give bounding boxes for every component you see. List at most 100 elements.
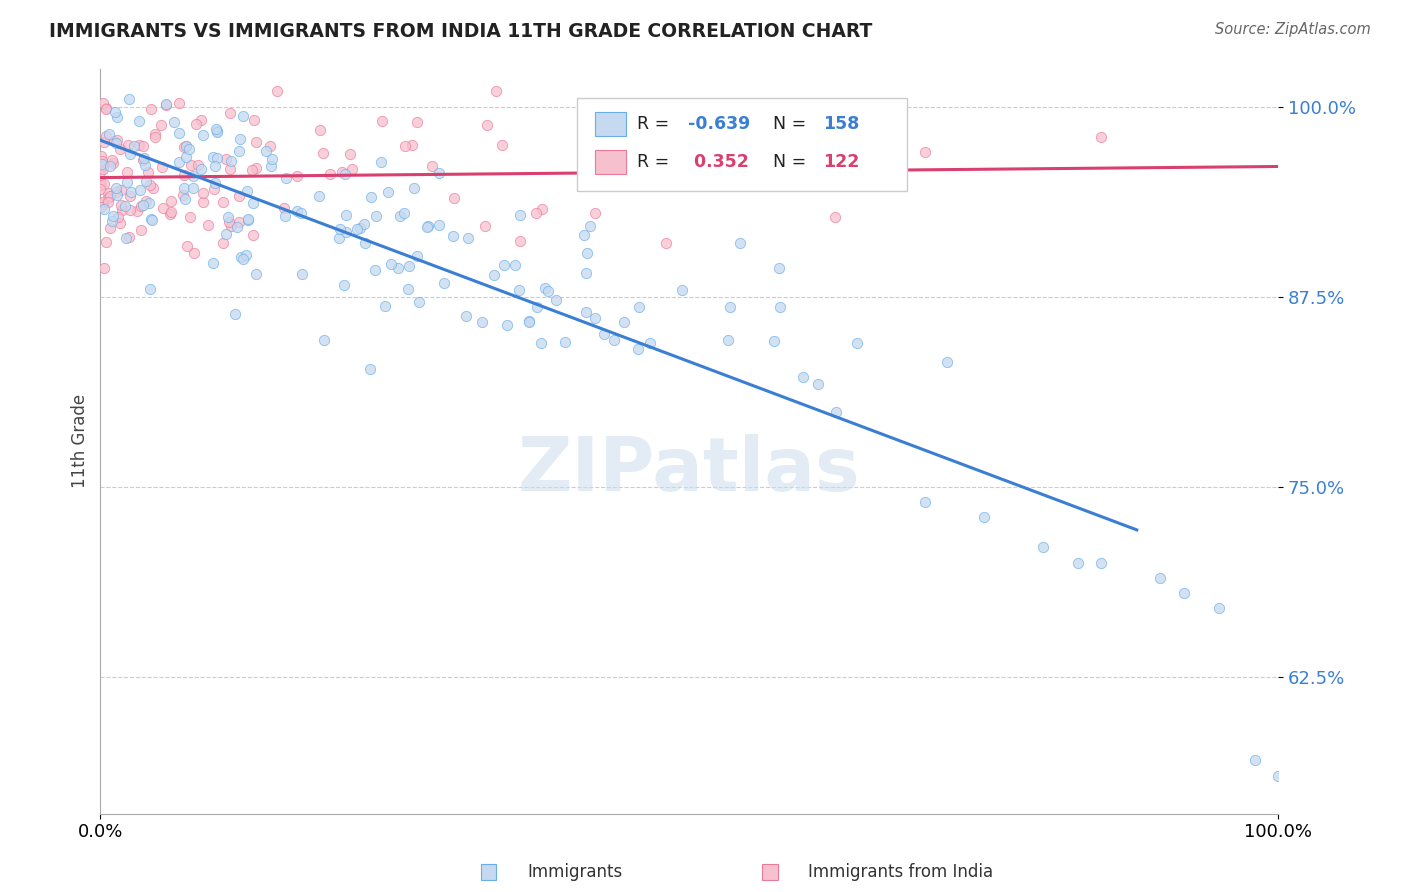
Point (191, 194, 214, 209)
Point (769, 300, 792, 314)
Point (134, 151, 156, 165)
Point (132, 198, 155, 212)
Point (287, 203, 309, 218)
Point (225, 220, 247, 235)
Point (389, 209, 412, 223)
Point (285, 169, 308, 184)
Point (103, 209, 125, 223)
Point (359, 361, 381, 376)
Point (335, 167, 357, 181)
Text: R =: R = (637, 115, 675, 134)
Point (240, 162, 263, 177)
Point (167, 154, 190, 169)
Point (129, 183, 152, 197)
Point (141, 212, 163, 227)
Point (228, 189, 250, 203)
Point (408, 294, 430, 309)
Point (163, 115, 186, 129)
Point (575, 304, 598, 318)
Point (115, 231, 138, 245)
Point (94, 101, 117, 115)
Point (94, 235, 117, 250)
Point (135, 174, 157, 188)
Point (103, 134, 125, 148)
Text: Immigrants: Immigrants (527, 863, 623, 881)
Point (184, 117, 207, 131)
Point (105, 187, 128, 202)
Point (274, 209, 297, 223)
Point (792, 369, 814, 384)
Point (613, 315, 636, 329)
Point (139, 178, 162, 192)
Point (228, 145, 250, 159)
Point (339, 146, 361, 161)
Point (167, 96, 190, 111)
Point (118, 229, 141, 244)
Point (150, 160, 173, 174)
Point (104, 185, 127, 199)
Point (219, 106, 242, 120)
Point (579, 219, 602, 233)
Point (135, 194, 157, 208)
Point (174, 139, 197, 153)
Point (627, 300, 650, 314)
Text: ZIPatlas: ZIPatlas (517, 434, 860, 508)
Point (443, 191, 465, 205)
Point (718, 300, 741, 314)
Point (217, 210, 239, 224)
Point (242, 196, 264, 211)
Point (534, 281, 557, 295)
Point (768, 261, 790, 276)
Point (517, 316, 540, 330)
Point (105, 133, 128, 147)
Point (973, 510, 995, 524)
Point (807, 376, 830, 391)
Point (914, 145, 936, 160)
Point (335, 208, 357, 222)
Point (231, 251, 253, 265)
Point (215, 152, 238, 166)
Point (129, 199, 152, 213)
Point (396, 281, 419, 295)
Point (173, 180, 195, 194)
Point (152, 201, 174, 215)
Point (717, 333, 740, 347)
Point (91, 159, 114, 173)
Point (638, 335, 661, 350)
Point (360, 190, 382, 204)
Point (427, 218, 450, 232)
Point (110, 198, 132, 212)
Point (120, 189, 142, 203)
Point (531, 202, 554, 216)
Point (174, 150, 197, 164)
Point (763, 334, 786, 348)
Point (583, 310, 606, 325)
Point (1067, 556, 1090, 570)
Point (825, 404, 848, 418)
Point (377, 186, 399, 200)
Point (603, 334, 626, 348)
Point (97, 186, 120, 201)
Point (173, 168, 195, 182)
Point (129, 223, 152, 237)
Point (89, 182, 111, 196)
Point (309, 122, 332, 136)
Point (730, 236, 752, 251)
Point (508, 283, 530, 297)
Point (262, 152, 284, 166)
Point (1032, 541, 1054, 555)
Point (427, 166, 450, 180)
Point (224, 307, 246, 321)
Point (90, 178, 112, 192)
Point (406, 114, 429, 128)
Point (197, 218, 219, 232)
Point (101, 153, 124, 168)
Point (366, 209, 388, 223)
Point (118, 93, 141, 107)
Point (143, 127, 166, 141)
Point (256, 144, 278, 158)
Point (132, 139, 155, 153)
Point (120, 185, 142, 199)
Point (125, 204, 148, 219)
Point (104, 180, 127, 194)
